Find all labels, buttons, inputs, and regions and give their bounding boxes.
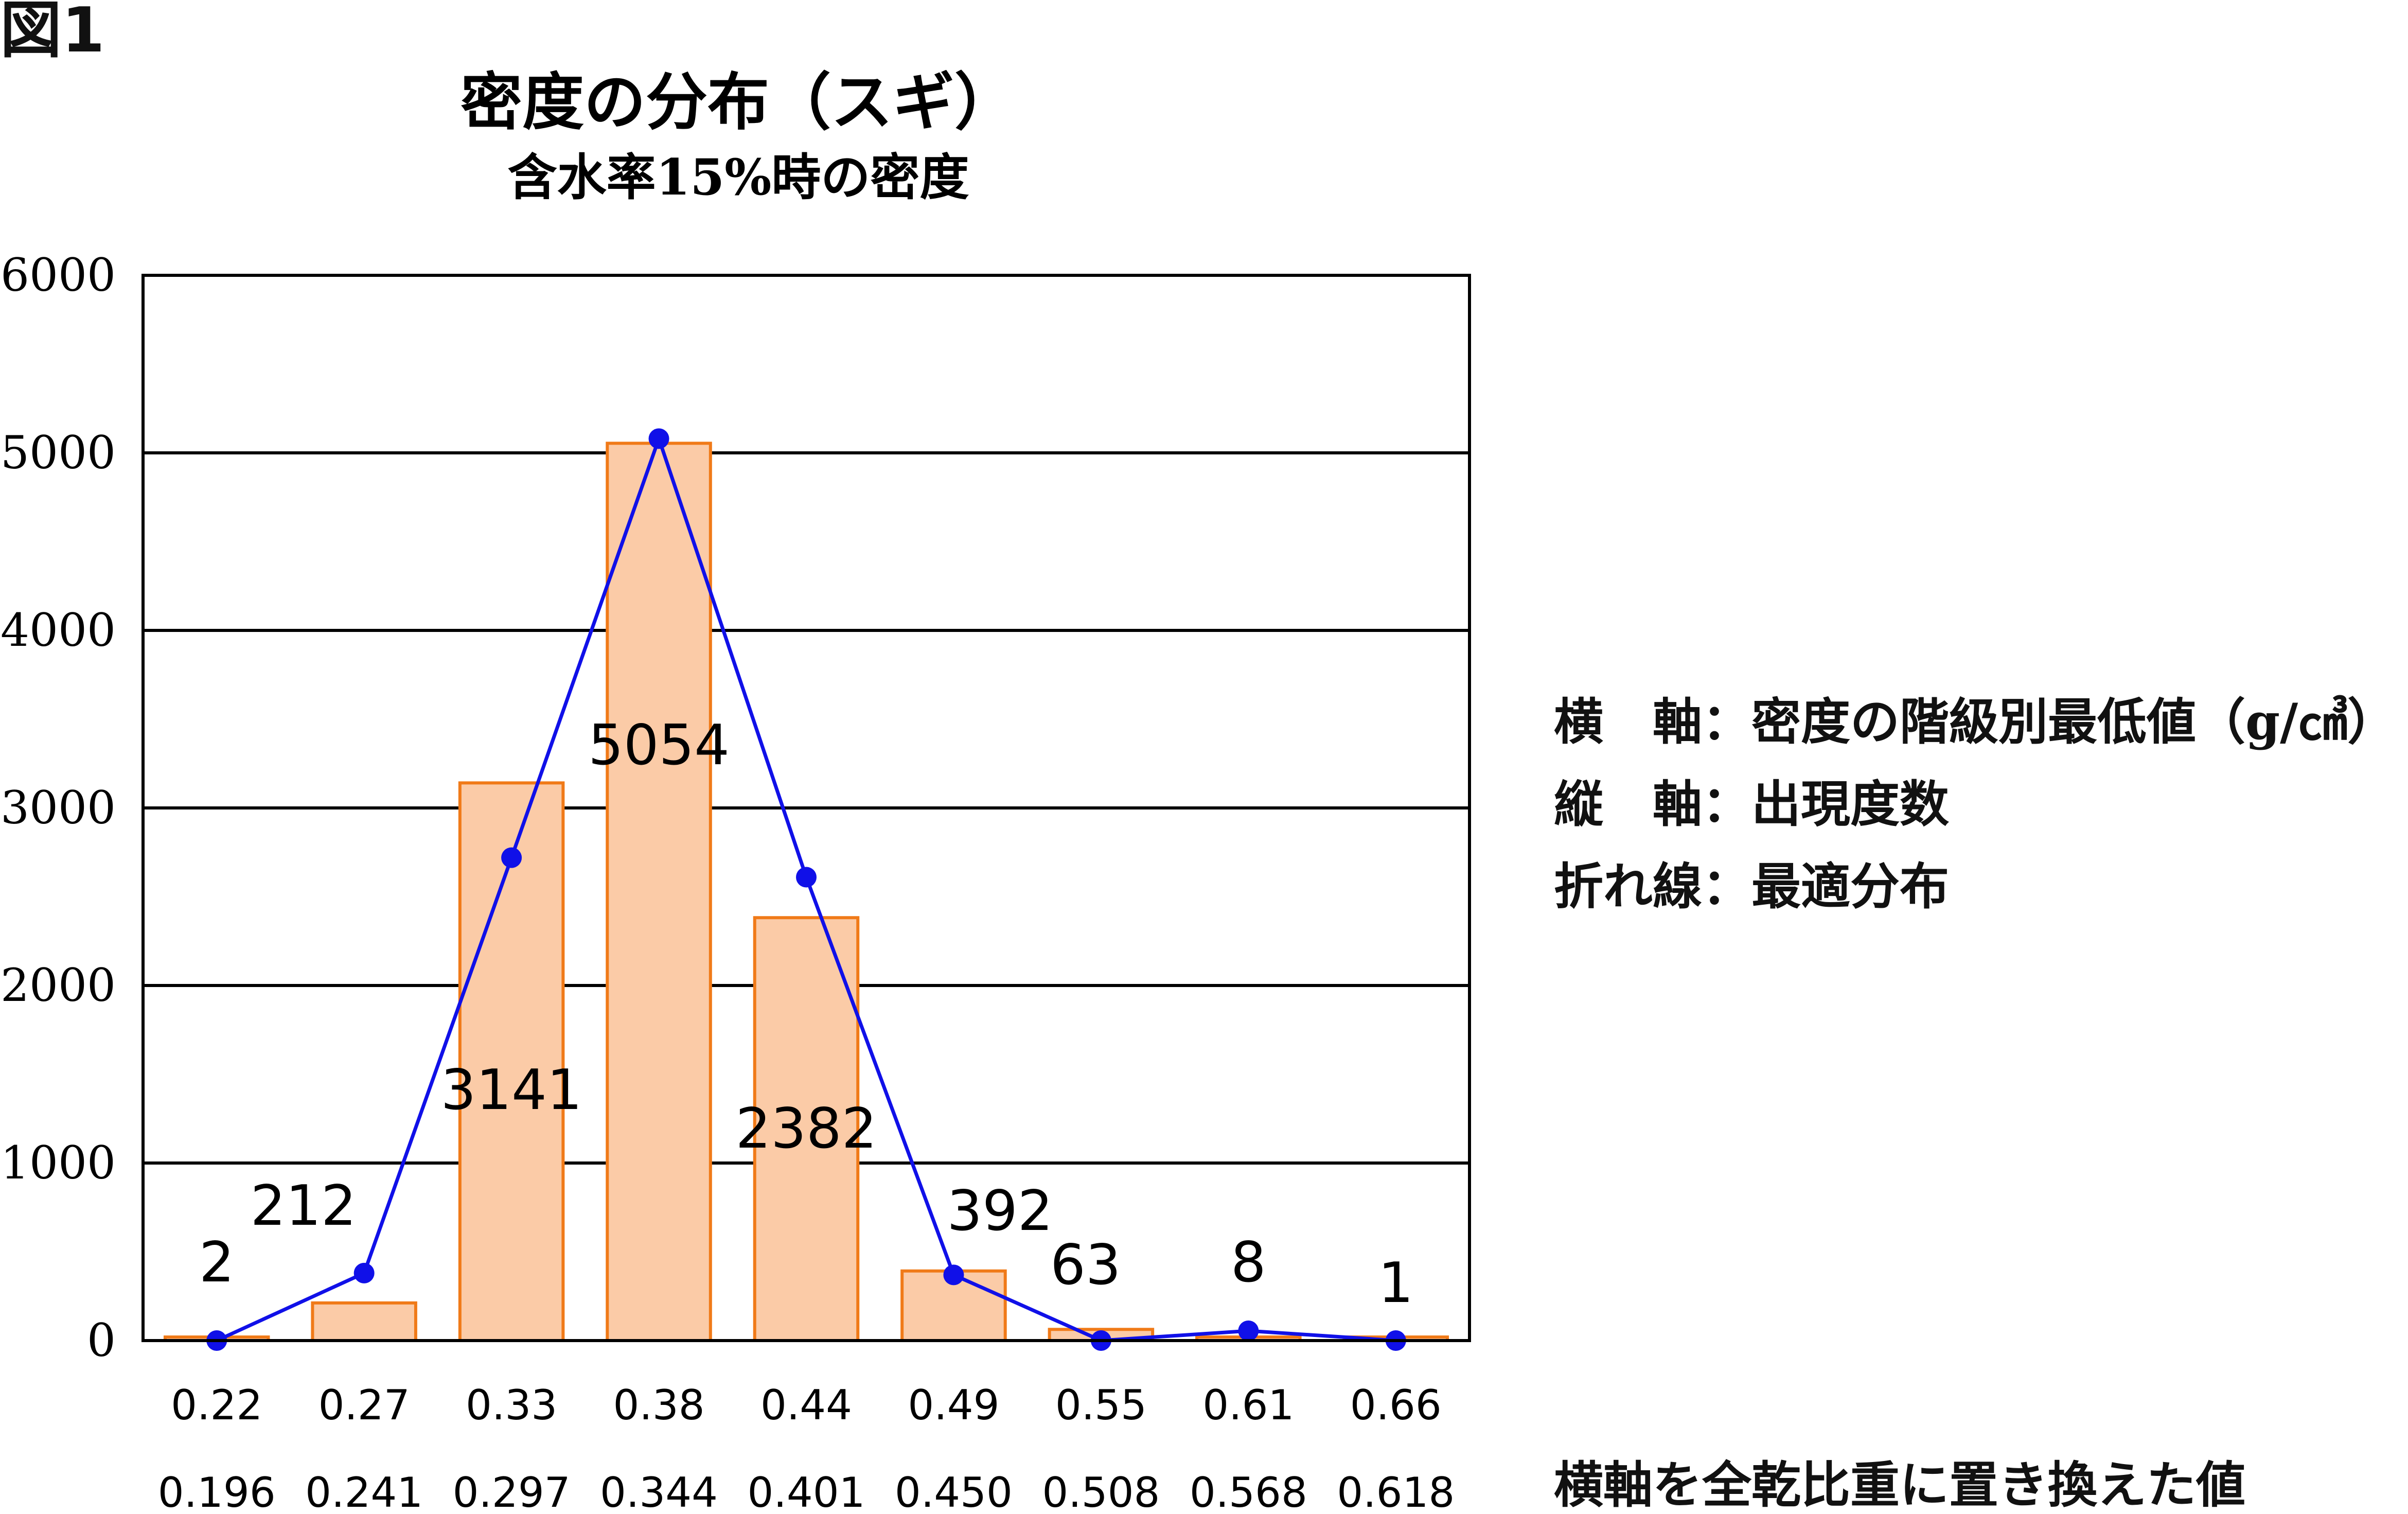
x-tick-label: 0.49 bbox=[908, 1381, 999, 1429]
secondary-x-tick-label: 0.344 bbox=[600, 1469, 718, 1510]
data-label: 392 bbox=[947, 1179, 1053, 1243]
line-point bbox=[501, 847, 522, 868]
x-tick-labels: 0.22 0.27 0.33 0.38 0.44 0.49 0.55 0.61 0.66 0.19… bbox=[158, 1381, 1455, 1510]
secondary-x-tick-label: 0.568 bbox=[1190, 1469, 1307, 1510]
x-tick-label: 0.27 bbox=[318, 1381, 410, 1429]
secondary-x-tick-label: 0.196 bbox=[158, 1469, 276, 1510]
line-point bbox=[1238, 1321, 1259, 1342]
secondary-axis-note: 横軸を全乾比重に置き換えた値 bbox=[1554, 1456, 2245, 1514]
secondary-x-tick-label: 0.618 bbox=[1337, 1469, 1455, 1510]
line-point bbox=[796, 867, 817, 888]
bars bbox=[163, 442, 1449, 1343]
data-label: 5054 bbox=[588, 713, 730, 778]
bar bbox=[606, 442, 712, 1342]
secondary-x-tick-label: 0.297 bbox=[453, 1469, 571, 1510]
y-tick-label: 3000 bbox=[1, 781, 116, 834]
data-label: 2382 bbox=[736, 1097, 877, 1161]
secondary-x-tick-label: 0.508 bbox=[1042, 1469, 1160, 1510]
x-tick-label: 0.55 bbox=[1055, 1381, 1147, 1429]
y-tick-label: 1000 bbox=[1, 1136, 116, 1189]
x-tick-label: 0.61 bbox=[1202, 1381, 1294, 1429]
legend-line: 折れ線：最適分布 bbox=[1554, 857, 1949, 916]
secondary-x-tick-label: 0.401 bbox=[747, 1469, 865, 1510]
y-tick-label: 0 bbox=[87, 1314, 116, 1367]
y-tick-labels: 0 1000 2000 3000 4000 5000 6000 bbox=[1, 249, 116, 1367]
data-label: 1 bbox=[1378, 1251, 1413, 1315]
data-label: 63 bbox=[1050, 1233, 1121, 1297]
bar bbox=[311, 1301, 417, 1343]
figure-label: 図1 bbox=[0, 0, 105, 66]
data-label: 8 bbox=[1231, 1230, 1266, 1295]
plot-frame bbox=[141, 274, 1471, 1342]
x-tick-label: 0.38 bbox=[613, 1381, 704, 1429]
x-tick-label: 0.22 bbox=[171, 1381, 262, 1429]
legend-x-axis: 横 軸：密度の階級別最低値（g/㎤） bbox=[1554, 693, 2397, 751]
x-tick-label: 0.66 bbox=[1350, 1381, 1442, 1429]
line-point bbox=[648, 428, 669, 449]
line-point bbox=[943, 1264, 964, 1286]
x-tick-label: 0.33 bbox=[466, 1381, 557, 1429]
chart-subtitle: 含水率15%時の密度 bbox=[508, 148, 969, 206]
y-tick-label: 5000 bbox=[1, 426, 116, 479]
bar bbox=[753, 916, 860, 1342]
secondary-x-tick-label: 0.241 bbox=[305, 1469, 423, 1510]
secondary-x-tick-label: 0.450 bbox=[895, 1469, 1013, 1510]
y-tick-label: 6000 bbox=[1, 249, 116, 302]
data-label: 212 bbox=[251, 1174, 357, 1238]
y-tick-label: 4000 bbox=[1, 604, 116, 657]
data-label: 2 bbox=[199, 1230, 235, 1295]
data-label: 3141 bbox=[441, 1058, 582, 1122]
chart-title: 密度の分布（スギ） bbox=[461, 67, 1016, 138]
y-tick-label: 2000 bbox=[1, 959, 116, 1012]
line-point bbox=[353, 1262, 375, 1283]
x-tick-label: 0.44 bbox=[760, 1381, 852, 1429]
legend-y-axis: 縦 軸：出現度数 bbox=[1554, 775, 1949, 833]
